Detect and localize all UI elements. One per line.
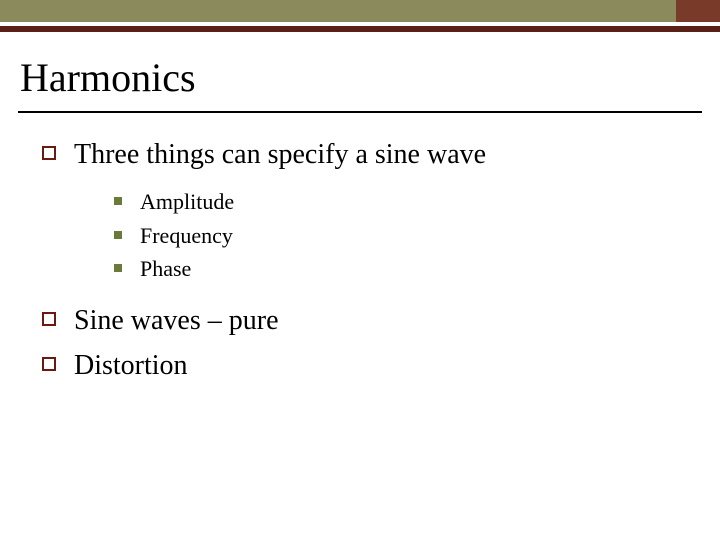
list-item-label: Phase xyxy=(140,255,191,283)
slide-body: Three things can specify a sine wave Amp… xyxy=(0,123,720,383)
filled-square-icon xyxy=(114,231,122,239)
accent-block xyxy=(676,0,720,22)
decorative-top-bar xyxy=(0,0,720,32)
sub-list: Amplitude Frequency Phase xyxy=(42,182,690,303)
hollow-square-icon xyxy=(42,312,56,326)
list-item: Frequency xyxy=(114,222,690,250)
slide-title: Harmonics xyxy=(0,32,720,111)
hollow-square-icon xyxy=(42,357,56,371)
filled-square-icon xyxy=(114,264,122,272)
list-item-label: Sine waves – pure xyxy=(74,303,279,338)
filled-square-icon xyxy=(114,197,122,205)
olive-bar xyxy=(0,0,720,22)
list-item: Distortion xyxy=(42,348,690,383)
list-item: Phase xyxy=(114,255,690,283)
list-item-label: Frequency xyxy=(140,222,233,250)
list-item: Three things can specify a sine wave xyxy=(42,137,690,172)
list-item: Amplitude xyxy=(114,188,690,216)
list-item: Sine waves – pure xyxy=(42,303,690,338)
hollow-square-icon xyxy=(42,146,56,160)
list-item-label: Three things can specify a sine wave xyxy=(74,137,486,172)
list-item-label: Amplitude xyxy=(140,188,234,216)
slide: { "colors": { "olive_bar": "#8a8a5c", "m… xyxy=(0,0,720,540)
title-underline xyxy=(18,111,702,113)
list-item-label: Distortion xyxy=(74,348,188,383)
